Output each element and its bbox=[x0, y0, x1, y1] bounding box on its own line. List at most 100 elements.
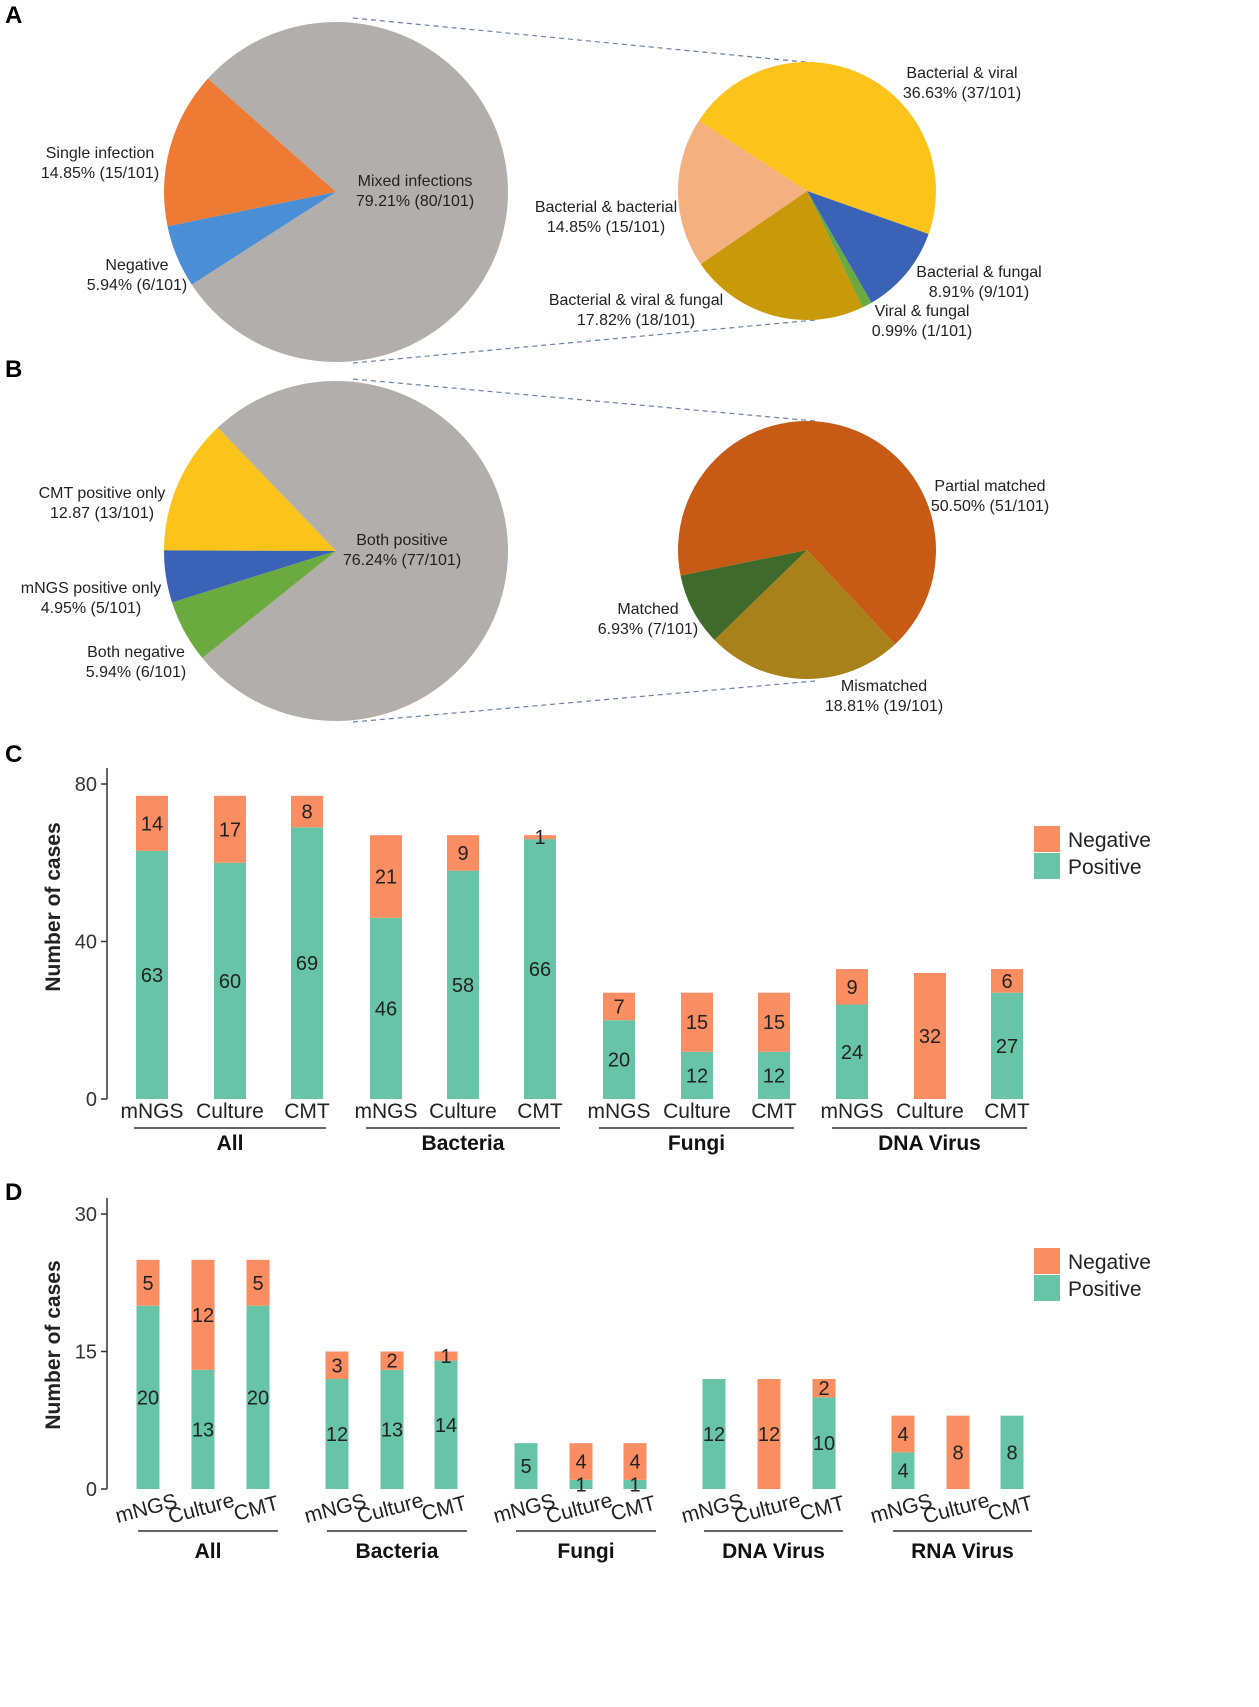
x-category-label: CMT bbox=[797, 1492, 847, 1526]
pie-slice-negative bbox=[167, 192, 336, 285]
bar-negative-all-culture bbox=[214, 795, 246, 863]
bar-negative-dna-virus-culture bbox=[757, 1379, 781, 1489]
x-category-label: Culture bbox=[896, 1100, 964, 1123]
data-label-positive: 63 bbox=[141, 965, 163, 987]
panel-a: A Mixed infections 79.21% (80/101) Single i… bbox=[5, 2, 1042, 364]
bar-negative-bacteria-mngs bbox=[370, 835, 402, 918]
x-category-label: Culture bbox=[732, 1489, 803, 1529]
bar-positive-bacteria-cmt bbox=[434, 1360, 458, 1489]
legend-label-negative: Negative bbox=[1068, 829, 1151, 852]
data-label-negative: 7 bbox=[613, 996, 624, 1018]
data-label-negative: 3 bbox=[331, 1355, 342, 1377]
y-tick-label: 0 bbox=[86, 1479, 97, 1501]
data-label-negative: 8 bbox=[301, 802, 312, 824]
data-label-negative: 12 bbox=[758, 1424, 780, 1446]
data-label-positive: 12 bbox=[686, 1065, 708, 1087]
pie-label-viral-fungal: Viral & fungal bbox=[875, 303, 970, 320]
data-label-positive: 10 bbox=[813, 1433, 835, 1455]
data-label-positive: 1 bbox=[629, 1474, 640, 1496]
pie-value-negative: 5.94% (6/101) bbox=[87, 277, 188, 294]
data-label-negative: 4 bbox=[629, 1452, 640, 1474]
data-label-negative: 5 bbox=[252, 1273, 263, 1295]
legend-swatch-negative bbox=[1034, 1248, 1060, 1274]
group-label-fungi: Fungi bbox=[668, 1132, 725, 1155]
y-tick-label: 0 bbox=[86, 1089, 97, 1111]
pie-value-bacterial-viral-fungal: 17.82% (18/101) bbox=[577, 312, 695, 329]
bar-negative-fungi-cmt bbox=[758, 992, 790, 1052]
pie-label-both-positive: Both positive bbox=[356, 532, 448, 549]
pie-value-cmt-positive-only: 12.87 (13/101) bbox=[50, 505, 154, 522]
pie-label-cmt-positive-only: CMT positive only bbox=[39, 485, 166, 502]
pie-value-mismatched: 18.81% (19/101) bbox=[825, 698, 943, 715]
bar-negative-fungi-culture bbox=[681, 992, 713, 1052]
data-label-positive: 20 bbox=[247, 1387, 269, 1409]
x-category-label: CMT bbox=[284, 1100, 330, 1123]
pie-value-bacterial-fungal: 8.91% (9/101) bbox=[929, 284, 1030, 301]
x-category-label: Culture bbox=[196, 1100, 264, 1123]
bar-negative-dna-virus-mngs bbox=[836, 969, 868, 1005]
legend-swatch-positive bbox=[1034, 1275, 1060, 1301]
pie-value-bacterial-viral: 36.63% (37/101) bbox=[903, 85, 1021, 102]
data-label-positive: 4 bbox=[897, 1461, 908, 1483]
bar-positive-all-cmt bbox=[246, 1305, 270, 1489]
panel-b: B Both positive 76.24% (77/101) CMT positiv… bbox=[5, 356, 1049, 723]
legend-label-positive: Positive bbox=[1068, 856, 1142, 879]
pie-value-matched: 6.93% (7/101) bbox=[598, 621, 699, 638]
bar-positive-fungi-cmt bbox=[623, 1479, 647, 1489]
bar-positive-rna-virus-cmt bbox=[1000, 1415, 1024, 1489]
pie-slice-bacterial-viral-fungal bbox=[700, 191, 863, 320]
x-category-label: Culture bbox=[663, 1100, 731, 1123]
pie-slice-mismatched bbox=[714, 550, 895, 679]
pie-slice-viral-fungal bbox=[807, 191, 872, 308]
data-label-positive: 60 bbox=[219, 971, 241, 993]
bar-negative-all-cmt bbox=[291, 795, 323, 828]
bar-negative-rna-virus-culture bbox=[946, 1415, 970, 1489]
data-label-negative: 32 bbox=[919, 1026, 941, 1048]
panel-letter: A bbox=[5, 2, 22, 29]
data-label-positive: 69 bbox=[296, 953, 318, 975]
data-label-positive: 20 bbox=[608, 1050, 630, 1072]
data-label-negative: 1 bbox=[534, 827, 545, 849]
data-label-positive: 13 bbox=[381, 1419, 403, 1441]
data-label-negative: 2 bbox=[818, 1378, 829, 1400]
bar-negative-all-cmt bbox=[246, 1259, 270, 1306]
x-category-label: Culture bbox=[429, 1100, 497, 1123]
data-label-positive: 24 bbox=[841, 1042, 863, 1064]
bar-negative-fungi-mngs bbox=[603, 992, 635, 1021]
pie-value-single-infection: 14.85% (15/101) bbox=[41, 165, 159, 182]
x-category-label: mNGS bbox=[355, 1100, 418, 1123]
y-tick-label: 80 bbox=[75, 774, 97, 796]
pie-slice-matched bbox=[680, 550, 807, 640]
data-label-positive: 5 bbox=[520, 1456, 531, 1478]
bar-negative-fungi-cmt bbox=[623, 1443, 647, 1480]
bar-negative-bacteria-cmt bbox=[524, 835, 556, 840]
y-tick-label: 40 bbox=[75, 932, 97, 954]
pie-label-bacterial-viral: Bacterial & viral bbox=[906, 65, 1017, 82]
x-category-label: Culture bbox=[166, 1489, 237, 1529]
group-label-dna-virus: DNA Virus bbox=[722, 1540, 825, 1563]
group-label-all: All bbox=[195, 1540, 222, 1563]
data-label-negative: 4 bbox=[575, 1452, 586, 1474]
y-axis-title: Number of cases bbox=[42, 822, 65, 991]
pie-value-partial-matched: 50.50% (51/101) bbox=[931, 498, 1049, 515]
pie-label-mismatched: Mismatched bbox=[841, 678, 927, 695]
data-label-positive: 58 bbox=[452, 975, 474, 997]
legend-swatch-positive bbox=[1034, 853, 1060, 879]
pie-slice-bacterial-fungal bbox=[807, 191, 929, 303]
data-label-positive: 8 bbox=[1006, 1442, 1017, 1464]
bar-positive-dna-virus-mngs bbox=[702, 1379, 726, 1489]
x-category-label: Culture bbox=[355, 1489, 426, 1529]
data-label-negative: 14 bbox=[141, 813, 163, 835]
pie-slice-mngs-positive-only bbox=[163, 550, 336, 603]
group-label-dna-virus: DNA Virus bbox=[878, 1132, 981, 1155]
y-tick-label: 30 bbox=[75, 1204, 97, 1226]
pie-slice-mixed-infections bbox=[191, 22, 509, 363]
bar-positive-bacteria-mngs bbox=[370, 917, 402, 1099]
pie-slice-partial-matched bbox=[677, 420, 936, 645]
x-category-label: CMT bbox=[419, 1492, 469, 1526]
bar-positive-bacteria-mngs bbox=[325, 1379, 349, 1489]
bar-positive-all-mngs bbox=[136, 850, 168, 1099]
data-label-positive: 1 bbox=[575, 1474, 586, 1496]
